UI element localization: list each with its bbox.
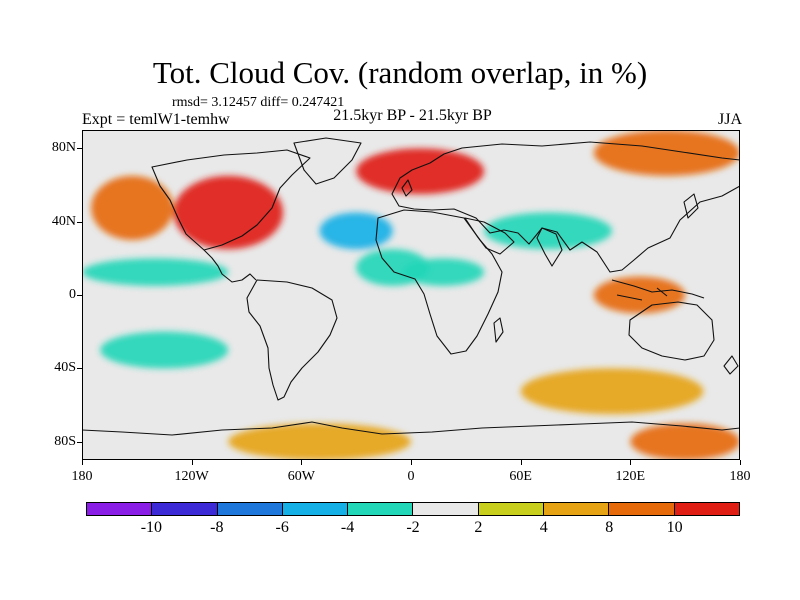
field-region-north-pacific-positive [91, 175, 174, 240]
field-region-north-africa-negative [401, 258, 485, 286]
colorbar-level-label: -8 [210, 519, 224, 536]
map-panel [82, 130, 740, 460]
south-america-coast [246, 279, 338, 401]
colorbar-level-label: -2 [406, 519, 420, 536]
japan-coast [683, 193, 699, 219]
lon-tick-label: 180 [71, 469, 93, 484]
central-america-coast [203, 249, 257, 283]
lon-tick-mark [630, 460, 632, 465]
colorbar-swatch [217, 503, 283, 515]
lat-tick-mark [77, 441, 82, 443]
lon-tick-mark [411, 460, 412, 465]
uk-coast [401, 179, 413, 197]
lat-tick-label: 40S [54, 360, 76, 376]
lon-tick-label: 120W [174, 469, 209, 484]
colorbar-level-label: 8 [605, 519, 614, 536]
africa-coast [375, 209, 503, 355]
field-region-north-america-positive [173, 175, 284, 250]
lat-tick-label: 40N [51, 213, 76, 229]
field-region-southern-ocean-positive [520, 368, 704, 415]
lat-tick-mark [77, 368, 82, 370]
lon-tick-mark [191, 460, 193, 465]
lon-tick-mark [82, 460, 83, 465]
period-label: 21.5kyr BP - 21.5kyr BP [333, 107, 492, 124]
field-region-east-antarctica-positive [630, 423, 740, 460]
figure-title: Tot. Cloud Cov. (random overlap, in %) [152, 55, 648, 90]
greenland-coast [293, 137, 362, 185]
colorbar [86, 502, 740, 516]
lon-tick-mark [301, 460, 303, 465]
colorbar-level-label: 2 [474, 519, 483, 536]
colorbar-swatch [609, 503, 675, 515]
lon-tick-label: 0 [407, 469, 415, 484]
field-region-southern-pacific-negative [100, 331, 229, 369]
lon-tick-label: 180 [729, 469, 751, 484]
eurasia-coast [391, 141, 740, 273]
indonesia-coast [611, 279, 705, 301]
colorbar-swatch [282, 503, 349, 515]
lon-tick-label: 120E [615, 469, 646, 484]
lon-tick-label: 60E [509, 469, 532, 484]
new-zealand-coast [723, 355, 739, 375]
lon-tick-mark [740, 460, 741, 465]
lat-tick-mark [77, 295, 82, 296]
stats-line: rmsd= 3.12457 diff= 0.247421 [172, 95, 345, 110]
australia-coast [628, 301, 715, 361]
india-coast [536, 227, 563, 267]
field-region-north-atlantic-arctic-positive [356, 148, 485, 195]
colorbar-swatch [674, 503, 739, 515]
lat-tick-mark [77, 148, 82, 150]
colorbar-swatch [413, 503, 479, 515]
lon-tick-mark [520, 460, 522, 465]
coastlines [82, 137, 740, 436]
field-region-arctic-siberia-positive [593, 130, 740, 176]
madagascar-coast [493, 317, 504, 343]
field-region-tropical-pacific-negative [82, 258, 229, 286]
lon-tick-label: 60W [287, 469, 315, 484]
lat-tick-mark [77, 221, 82, 223]
colorbar-level-label: -10 [140, 519, 163, 536]
colorbar-swatch [348, 503, 414, 515]
lat-tick-label: 0 [69, 287, 76, 302]
north-america-coast [151, 149, 311, 251]
lat-tick-label: 80N [51, 140, 76, 156]
colorbar-level-label: -4 [340, 519, 355, 536]
colorbar-swatch [152, 503, 218, 515]
lat-tick-label: 80S [54, 433, 76, 449]
colorbar-swatch [544, 503, 610, 515]
experiment-label: Expt = temlW1-temhw [82, 111, 230, 128]
colorbar-level-label: 10 [666, 519, 683, 536]
arabia-coast [464, 217, 515, 255]
colorbar-swatch [87, 503, 153, 515]
antarctica-coast [82, 421, 740, 436]
colorbar-level-label: -6 [275, 519, 289, 536]
field-region-north-atlantic-negative [319, 212, 393, 250]
colorbar-level-label: 4 [539, 519, 548, 536]
field-region-antarctica-positive [228, 423, 411, 460]
field-region-maritime-continent-positive [593, 276, 686, 314]
season-label: JJA [717, 111, 742, 128]
colorbar-swatch [478, 503, 545, 515]
